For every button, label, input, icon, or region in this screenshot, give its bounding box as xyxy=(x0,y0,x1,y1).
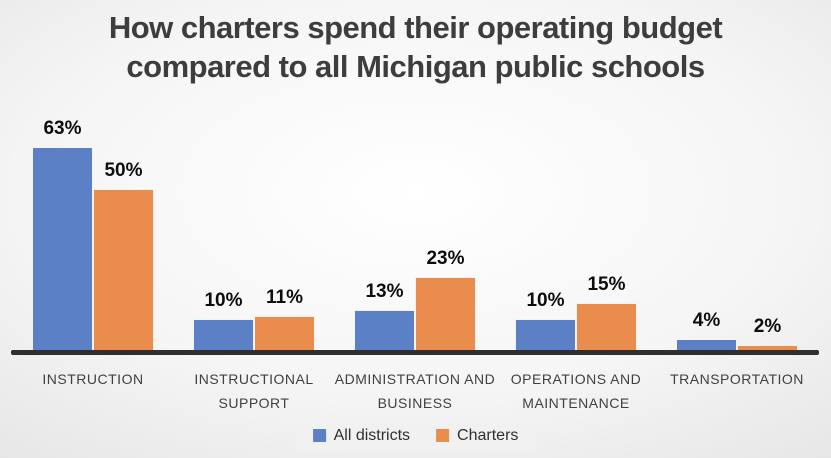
bar-column-charters: 23% xyxy=(415,248,476,352)
category-cell: INSTRUCTIONAL SUPPORT xyxy=(193,367,315,415)
data-label-all-districts: 10% xyxy=(204,290,243,311)
bar-charters xyxy=(737,345,798,352)
x-axis-line xyxy=(11,350,819,355)
bar-group: 10% 15% xyxy=(515,274,637,352)
bar-group: 10% 11% xyxy=(193,287,315,352)
bar-group: 63% 50% xyxy=(32,118,154,352)
bar-all-districts xyxy=(32,147,93,352)
data-label-all-districts: 4% xyxy=(692,310,721,331)
category-label: ADMINISTRATION AND BUSINESS xyxy=(334,371,496,411)
category-cell: TRANSPORTATION xyxy=(670,367,803,415)
data-label-charters: 15% xyxy=(587,274,626,295)
bar-group: 13% 23% xyxy=(354,248,476,352)
bar-column-all-districts: 4% xyxy=(676,310,737,352)
legend-swatch-charters-icon xyxy=(436,429,450,442)
data-label-charters: 2% xyxy=(753,316,782,337)
bar-column-charters: 2% xyxy=(737,316,798,352)
category-label: INSTRUCTION xyxy=(42,371,144,387)
bar-column-all-districts: 10% xyxy=(193,290,254,352)
data-label-charters: 50% xyxy=(104,160,143,181)
legend-label-charters: Charters xyxy=(457,426,519,444)
legend-label-all-districts: All districts xyxy=(333,426,411,444)
data-label-all-districts: 13% xyxy=(365,281,404,302)
bar-column-all-districts: 10% xyxy=(515,290,576,352)
bar-column-all-districts: 63% xyxy=(32,118,93,352)
bar-charters xyxy=(254,316,315,352)
category-cell: INSTRUCTION xyxy=(32,367,154,415)
bar-charters xyxy=(93,189,154,352)
bar-column-charters: 15% xyxy=(576,274,637,352)
category-label: INSTRUCTIONAL SUPPORT xyxy=(194,371,314,411)
category-cell: OPERATIONS AND MAINTENANCE xyxy=(511,367,641,415)
legend-item-all-districts: All districts xyxy=(312,426,411,445)
data-label-all-districts: 63% xyxy=(43,118,82,139)
bar-all-districts xyxy=(515,319,576,352)
chart-title-line2: compared to all Michigan public schools xyxy=(126,49,705,84)
bar-all-districts xyxy=(354,310,415,352)
bar-column-charters: 11% xyxy=(254,287,315,352)
category-axis-labels: INSTRUCTION INSTRUCTIONAL SUPPORT ADMINIST… xyxy=(32,367,803,415)
data-label-charters: 11% xyxy=(266,287,303,308)
chart-title-line1: How charters spend their operating budge… xyxy=(108,10,723,45)
category-label: OPERATIONS AND MAINTENANCE xyxy=(510,371,642,411)
legend-swatch-all-districts-icon xyxy=(312,429,326,442)
chart-title: How charters spend their operating budge… xyxy=(0,8,831,86)
bar-group: 4% 2% xyxy=(676,310,798,352)
bar-charters xyxy=(415,277,476,352)
plot-area: 63% 50% 10% 11% 13% 23% 10% 15% 4% 2% xyxy=(32,0,798,352)
category-cell: ADMINISTRATION AND BUSINESS xyxy=(335,367,495,415)
data-label-charters: 23% xyxy=(426,248,465,269)
legend: All districts Charters xyxy=(295,419,536,452)
legend-item-charters: Charters xyxy=(436,427,518,445)
category-label: TRANSPORTATION xyxy=(670,371,804,387)
bar-charters xyxy=(576,303,637,352)
bar-column-charters: 50% xyxy=(93,160,154,352)
bar-column-all-districts: 13% xyxy=(354,281,415,352)
data-label-all-districts: 10% xyxy=(526,290,565,311)
bar-all-districts xyxy=(193,319,254,352)
bar-all-districts xyxy=(676,339,737,352)
